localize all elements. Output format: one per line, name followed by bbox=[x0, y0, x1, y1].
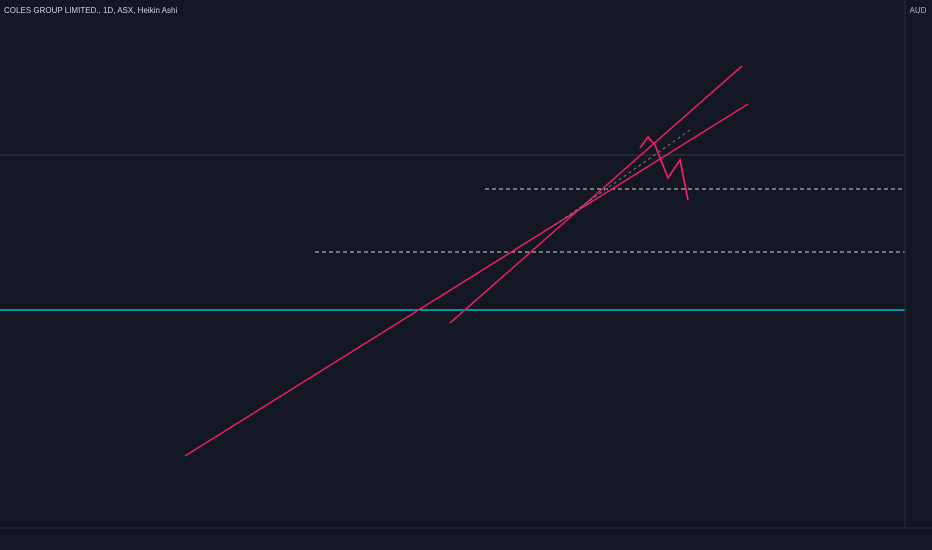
projection-path bbox=[639, 135, 689, 201]
trend-line bbox=[449, 65, 743, 324]
price-axis bbox=[905, 0, 932, 550]
chart-title: COLES GROUP LIMITED., 1D, ASX, Heikin As… bbox=[4, 6, 177, 15]
trend-line bbox=[184, 103, 749, 457]
drawings bbox=[0, 65, 905, 457]
currency: AUD bbox=[910, 6, 927, 15]
